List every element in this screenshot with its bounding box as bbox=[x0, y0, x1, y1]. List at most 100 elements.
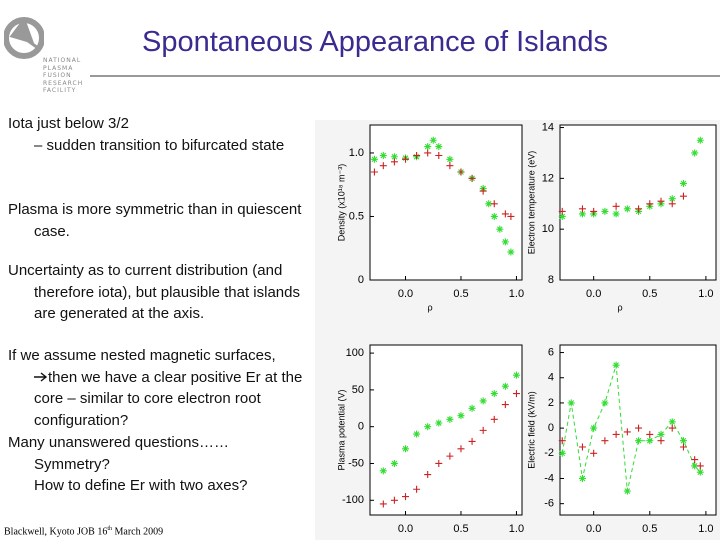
series-line bbox=[561, 365, 701, 492]
y-tick-label: 4 bbox=[548, 372, 554, 384]
data-point bbox=[668, 418, 676, 426]
logo-line: NATIONAL bbox=[43, 57, 82, 64]
logo-line: PLASMA bbox=[43, 64, 74, 72]
data-point bbox=[512, 390, 520, 398]
data-point bbox=[435, 459, 443, 467]
data-point bbox=[578, 205, 586, 213]
data-point bbox=[485, 200, 493, 208]
data-point bbox=[479, 426, 487, 434]
data-point bbox=[402, 155, 410, 163]
data-point bbox=[578, 443, 586, 451]
bullet-text: Plasma is more symmetric than in quiesce… bbox=[8, 201, 302, 240]
data-point bbox=[657, 437, 665, 445]
plot-frame bbox=[369, 124, 523, 281]
y-axis-label: Electric field (kV/m) bbox=[526, 391, 536, 469]
data-point bbox=[413, 485, 421, 493]
x-tick-label: 0.0 bbox=[398, 288, 413, 300]
data-point bbox=[691, 456, 699, 464]
x-tick-label: 1.0 bbox=[509, 288, 524, 300]
data-point bbox=[590, 424, 598, 432]
plot-frame bbox=[369, 344, 523, 516]
data-point bbox=[496, 225, 504, 233]
data-point bbox=[623, 487, 631, 495]
sub-bullet: – sudden transition to bifurcated state bbox=[8, 135, 313, 157]
data-point bbox=[435, 419, 443, 427]
sub-bullet-text: Symmetry? bbox=[34, 455, 110, 473]
y-tick-label: 14 bbox=[542, 121, 554, 133]
bullet-text: Many unanswered questions…… bbox=[8, 434, 229, 451]
data-point bbox=[657, 430, 665, 438]
sub-bullet: Symmetry? bbox=[8, 454, 313, 476]
data-point bbox=[612, 210, 620, 218]
data-point bbox=[612, 430, 620, 438]
data-point bbox=[635, 205, 643, 213]
sub-bullet-text: then we have a clear positive Er at the … bbox=[34, 368, 303, 429]
bullet-text: Uncertainty as to current distribution (… bbox=[8, 262, 300, 322]
data-point bbox=[501, 401, 509, 409]
y-tick-label: 8 bbox=[548, 274, 554, 286]
x-tick-label: 1.0 bbox=[698, 523, 713, 535]
sub-bullet-text: How to define Er with two axes? bbox=[34, 477, 248, 494]
data-point bbox=[429, 136, 437, 144]
data-point bbox=[402, 493, 410, 501]
y-tick-label: 0 bbox=[358, 274, 364, 286]
data-point bbox=[646, 437, 654, 445]
data-point bbox=[379, 151, 387, 159]
y-tick-label: 1.0 bbox=[349, 147, 364, 159]
data-point bbox=[468, 437, 476, 445]
y-axis-label: Density (x10¹⁸ m⁻³) bbox=[336, 164, 346, 242]
data-point bbox=[457, 412, 465, 420]
x-axis-label: ρ bbox=[427, 537, 432, 540]
x-tick-label: 0.0 bbox=[586, 288, 601, 300]
y-tick-label: -50 bbox=[348, 457, 364, 469]
data-point bbox=[679, 437, 687, 445]
footer-text: Blackwell, Kyoto JOB 16 bbox=[4, 526, 108, 538]
y-tick-label: 0 bbox=[548, 422, 554, 434]
data-point bbox=[446, 452, 454, 460]
footer-text: March 2009 bbox=[114, 526, 164, 538]
x-tick-label: 0.5 bbox=[453, 288, 468, 300]
bullet: Many unanswered questions…… Symmetry? How … bbox=[8, 432, 313, 497]
data-point bbox=[679, 443, 687, 451]
data-point bbox=[370, 168, 378, 176]
data-point bbox=[501, 210, 509, 218]
x-tick-label: 0.0 bbox=[586, 523, 601, 535]
data-point bbox=[646, 430, 654, 438]
data-point bbox=[435, 151, 443, 159]
data-point bbox=[457, 445, 465, 453]
y-tick-label: 12 bbox=[542, 172, 554, 184]
data-point bbox=[424, 423, 432, 431]
y-tick-label: 0.5 bbox=[349, 210, 364, 222]
data-point bbox=[424, 471, 432, 479]
data-point bbox=[379, 467, 387, 475]
x-tick-label: 1.0 bbox=[698, 288, 713, 300]
x-tick-label: 0.0 bbox=[398, 523, 413, 535]
logo-line: FUSION bbox=[43, 72, 72, 79]
data-point bbox=[479, 187, 487, 195]
data-point bbox=[390, 153, 398, 161]
data-point bbox=[558, 449, 566, 457]
data-point bbox=[490, 415, 498, 423]
data-point bbox=[468, 174, 476, 182]
data-point bbox=[413, 430, 421, 438]
y-tick-label: 6 bbox=[548, 346, 554, 358]
arrow-icon bbox=[34, 371, 48, 382]
data-point bbox=[490, 200, 498, 208]
data-point bbox=[390, 496, 398, 504]
data-point bbox=[446, 415, 454, 423]
x-tick-label: 0.5 bbox=[642, 288, 657, 300]
sub-bullet-text: – sudden transition to bifurcated state bbox=[34, 136, 285, 154]
y-tick-label: 50 bbox=[352, 384, 364, 396]
y-tick-label: -100 bbox=[342, 494, 364, 506]
bullet-text: Iota just below 3/2 bbox=[8, 115, 129, 132]
x-axis-label: ρ bbox=[617, 302, 622, 312]
data-point bbox=[446, 155, 454, 163]
data-point bbox=[696, 468, 704, 476]
data-point bbox=[679, 192, 687, 200]
data-point bbox=[696, 462, 704, 470]
data-point bbox=[435, 143, 443, 151]
y-tick-label: 100 bbox=[346, 347, 364, 359]
data-point bbox=[390, 459, 398, 467]
data-point bbox=[590, 449, 598, 457]
